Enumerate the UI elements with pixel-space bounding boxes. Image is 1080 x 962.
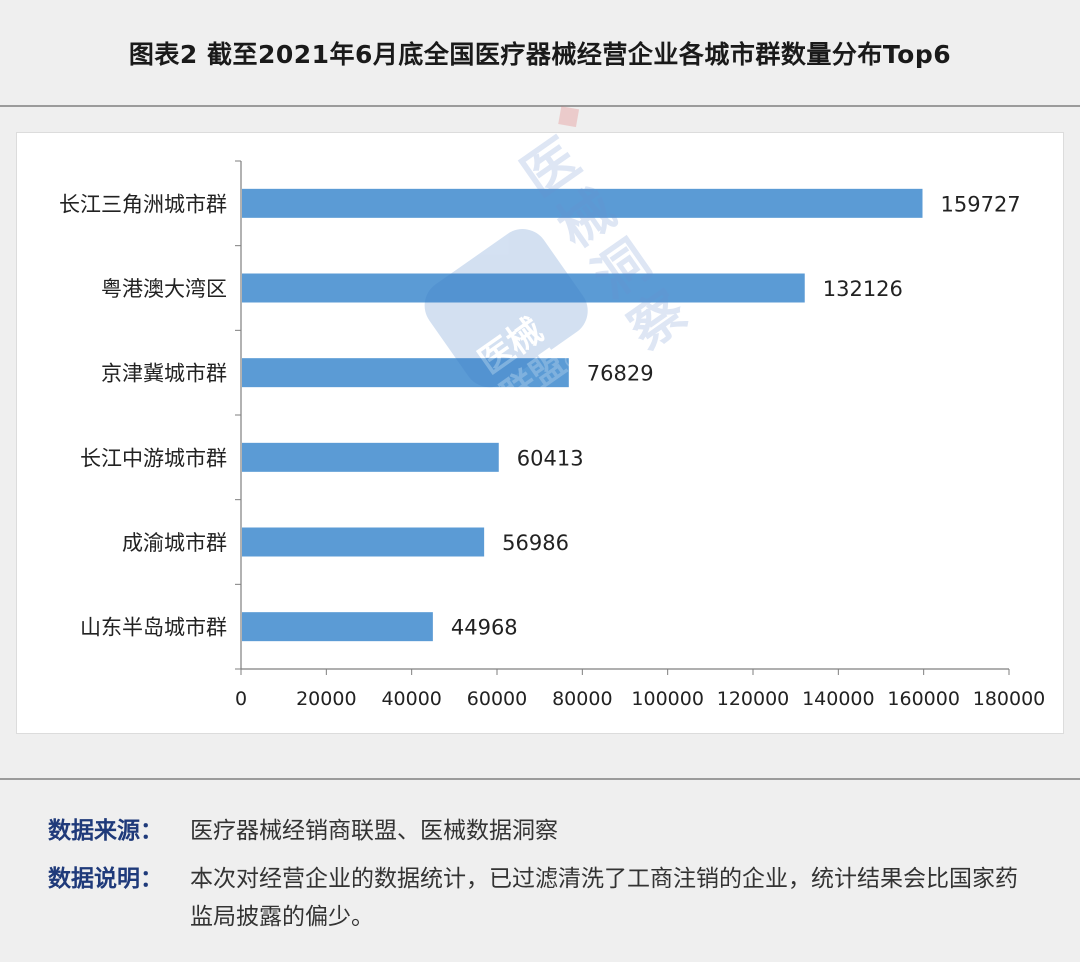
bar [242, 442, 499, 472]
bar [242, 612, 433, 642]
bar [242, 358, 569, 388]
data-label: 159727 [941, 192, 1021, 216]
x-tick-label: 40000 [381, 688, 441, 710]
chart-title: 图表2 截至2021年6月底全国医疗器械经营企业各城市群数量分布Top6 [128, 39, 952, 69]
x-tick-label: 100000 [631, 688, 704, 710]
note-text: 本次对经营企业的数据统计，已过滤清洗了工商注销的企业，统计结果会比国家药监局披露… [190, 866, 1018, 930]
bar-chart: 0 20000 40000 60000 80000 100000 120000 140000 1… [59, 160, 1046, 710]
watermark-accent [558, 106, 580, 128]
data-label: 60413 [517, 446, 584, 470]
category-label: 粤港澳大湾区 [101, 277, 227, 301]
x-tick-label: 20000 [296, 688, 356, 710]
data-label: 44968 [451, 616, 518, 640]
x-tick-label: 0 [235, 688, 247, 710]
source-text: 医疗器械经销商联盟、医械数据洞察 [190, 818, 558, 844]
bar [242, 188, 923, 218]
note-row: 数据说明： 本次对经营企业的数据统计，已过滤清洗了工商注销的企业，统计结果会比国家… [48, 860, 1032, 936]
chart-panel: 0 20000 40000 60000 80000 100000 120000 140000 1… [16, 132, 1064, 734]
bar [242, 527, 485, 557]
data-label: 76829 [587, 362, 654, 386]
footer-notes: 数据来源： 医疗器械经销商联盟、医械数据洞察 数据说明： 本次对经营企业的数据统计，… [0, 778, 1080, 962]
category-label: 成渝城市群 [122, 531, 227, 555]
category-label: 长江三角洲城市群 [59, 192, 227, 216]
x-tick-label: 120000 [717, 688, 790, 710]
bar [242, 273, 805, 303]
title-bar: 图表2 截至2021年6月底全国医疗器械经营企业各城市群数量分布Top6 [0, 0, 1080, 107]
source-label: 数据来源： [48, 818, 163, 844]
data-label: 56986 [502, 531, 569, 555]
x-tick-label: 60000 [467, 688, 527, 710]
data-label: 132126 [823, 277, 903, 301]
category-label: 山东半岛城市群 [80, 616, 227, 640]
x-tick-label: 180000 [973, 688, 1046, 710]
x-tick-label: 140000 [802, 688, 875, 710]
source-row: 数据来源： 医疗器械经销商联盟、医械数据洞察 [48, 812, 1032, 850]
x-tick-label: 80000 [552, 688, 612, 710]
x-tick-label: 160000 [887, 688, 960, 710]
note-label: 数据说明： [48, 866, 163, 892]
category-label: 长江中游城市群 [80, 446, 227, 470]
category-label: 京津冀城市群 [101, 362, 227, 386]
